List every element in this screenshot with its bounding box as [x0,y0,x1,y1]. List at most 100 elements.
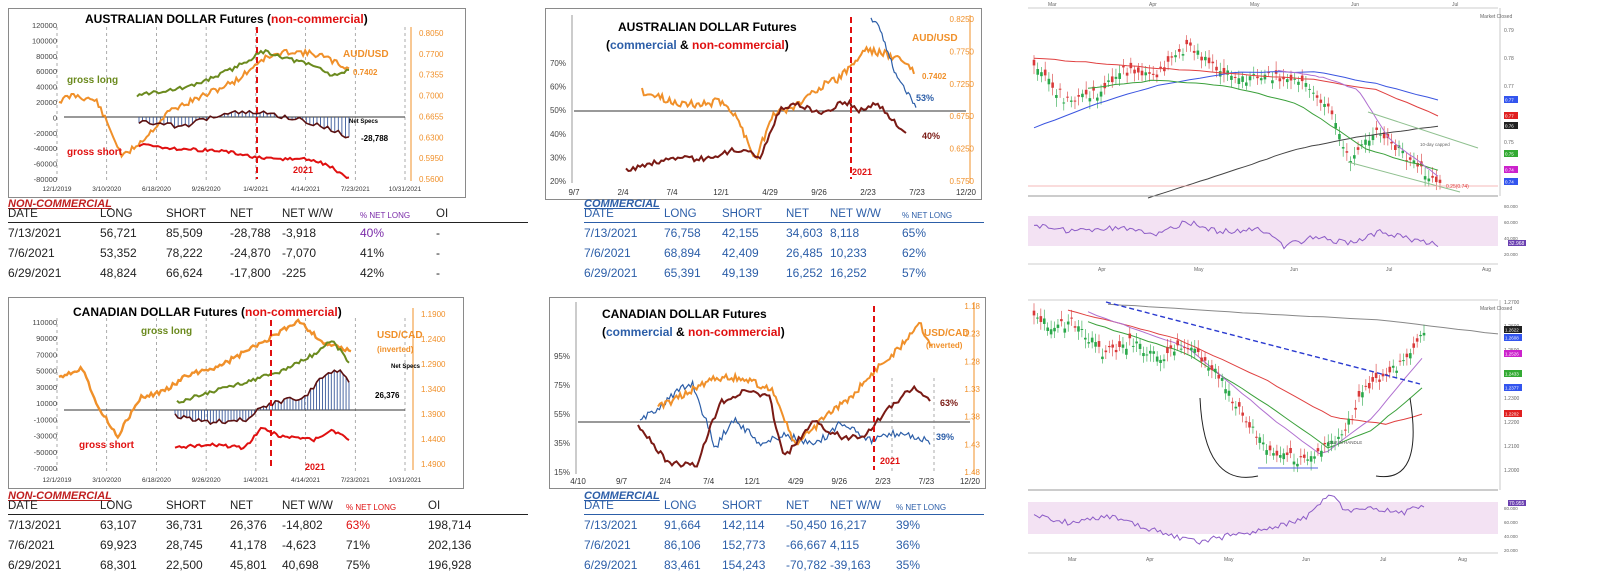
table-cell: 198,714 [428,518,472,532]
candle-body [1196,348,1200,353]
aud-price-badge-text: 0.76 [1505,124,1514,129]
aud-nc-x-tick: 9/26/2020 [192,186,221,193]
candle-body [1302,454,1306,458]
candle-body [1081,93,1084,98]
cad-nc-left-tick: 110000 [33,318,57,327]
candle-body [1226,70,1229,75]
candle-body [1297,81,1300,85]
candle-body [1419,334,1422,337]
candle-body [1169,345,1173,349]
candle-body [1051,82,1054,88]
candle-body [1151,73,1155,75]
cad-price-badge [1504,370,1522,377]
cad-rsi-axis: 80.000 60.000 40.000 20.000 [1504,506,1518,553]
candle-body [1138,343,1142,349]
cad-nc-left-tick: -30000 [34,432,57,441]
table-cell: 8,118 [830,226,860,240]
cad-price-candles [1032,303,1426,473]
aud-price-top-month: Jul [1452,2,1458,8]
candle-body [1326,442,1330,447]
aud-price-ma-green [1087,79,1439,171]
table-header-cell: LONG [664,500,697,512]
cad-price-axis-tick: 1.2300 [1504,396,1520,402]
aud-price-bottom-month: Aug [1482,267,1491,273]
candle-body [1080,328,1084,330]
table-cell: - [436,226,440,240]
cad-rsi-axis-tick: 40.000 [1504,534,1518,539]
aud-noncommercial-svg: 120000 100000 80000 60000 40000 20000 0 -20000 -… [32,12,444,193]
candle-body [1207,368,1210,371]
cad-c-x-tick: 9/7 [616,477,628,486]
candle-body [1196,50,1200,55]
aud-c-x-axis: 9/7 2/4 7/4 12/1 4/29 9/26 2/23 7/23 12/20 [568,188,976,197]
candle-body [1214,368,1217,373]
table-cell: 28,745 [166,538,203,552]
candle-body [1304,83,1308,87]
candle-body [1308,88,1311,90]
table-header-cell: NET [230,500,253,512]
table-cell: 196,928 [428,558,472,572]
aud-price-badge-text: 0.77 [1505,98,1514,103]
aud-c-price-label: 0.7402 [922,72,947,81]
aud-price-top-month: Apr [1149,2,1157,8]
cad-nc-x-tick: 10/31/2021 [389,477,422,484]
cad-nc-title: CANADIAN DOLLAR Futures (non-commercial) [73,305,342,319]
candle-body [1193,348,1197,353]
candle-body [1330,110,1334,115]
aud-nc-left-tick: 0 [53,113,57,122]
table-row: 6/29/2021 68,301 22,500 45,801 40,698 75% 196,… [8,558,528,574]
cad-rsi-axis-tick: 80.000 [1504,506,1518,511]
cad-nc-x-tick: 7/23/2021 [341,477,370,484]
candle-body [1203,357,1207,361]
cad-c-commercial-pct: 39% [936,432,954,442]
aud-c-noncommercial-pct: 40% [922,131,940,141]
cad-rsi-badge: 70.955 [1509,501,1525,507]
table-header-divider [584,222,984,223]
aud-nc-x-tick: 4/14/2021 [291,186,320,193]
aud-nc-gross-long-line [136,48,350,98]
aud-c-title-line1: AUSTRALIAN DOLLAR Futures [618,20,797,34]
cad-nc-gross-long-line [176,340,350,404]
candle-body [1163,67,1166,72]
cad-commercial-table: COMMERCIAL DATE LONG SHORT NET NET W/W % NET L… [584,490,984,572]
candle-body [1140,70,1144,76]
table-cell: 63,107 [100,518,137,532]
aud-nc-x-tick: 7/23/2021 [341,186,370,193]
candle-body [1135,341,1138,344]
cad-nc-net-specs-label: Net Specs [391,364,421,370]
candle-body [1431,175,1434,178]
cad-price-axis-tick: 1.2000 [1504,468,1520,474]
candle-body [1412,160,1416,164]
aud-commercial-chart: 70% 60% 50% 40% 30% 20% 0.8250 0.7750 0.7250 0.6… [545,8,982,200]
cad-nc-x-tick: 1/4/2021 [243,477,269,484]
candle-body [1405,353,1409,358]
cad-c-left-tick: 35% [554,439,570,448]
candle-body [1361,392,1364,398]
table-cell: 42% [360,266,385,280]
table-cell: 16,252 [830,266,867,280]
candle-body [1107,80,1110,82]
table-header-cell: DATE [584,208,614,220]
candle-body [1367,383,1371,389]
candle-body [1285,452,1289,455]
candle-body [1073,100,1077,102]
table-cell: 7/13/2021 [8,518,62,532]
cad-price-ma-red [1067,309,1423,425]
aud-c-price-line [641,45,915,161]
table-cell: 53,352 [100,246,137,260]
aud-nc-year-label: 2021 [293,165,313,175]
aud-rsi-axis-tick: 60.000 [1504,220,1518,225]
candle-body [1390,141,1393,144]
candle-body [1084,89,1088,95]
cad-price-badge [1504,334,1522,341]
candle-body [1282,453,1286,460]
candle-body [1275,450,1279,456]
aud-nc-left-tick: -20000 [34,129,57,138]
cad-nc-x-tick: 6/18/2020 [142,477,171,484]
cad-price-axis-tick: 1.2100 [1504,444,1520,450]
table-header-cell: % NET LONG [346,503,397,512]
table-cell: -14,802 [282,518,323,532]
aud-nc-left-tick: 80000 [36,52,57,61]
candle-body [1114,349,1118,353]
table-cell: 40,698 [282,558,319,572]
